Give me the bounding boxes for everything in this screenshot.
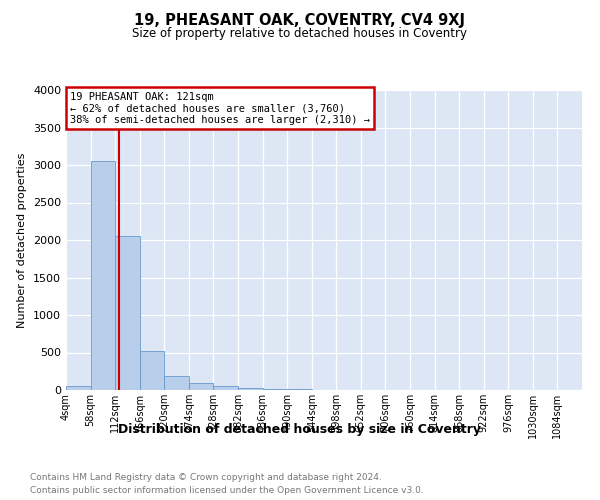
Text: Size of property relative to detached houses in Coventry: Size of property relative to detached ho… xyxy=(133,28,467,40)
Bar xyxy=(214,386,238,390)
Text: Contains HM Land Registry data © Crown copyright and database right 2024.: Contains HM Land Registry data © Crown c… xyxy=(30,472,382,482)
Bar xyxy=(66,386,91,390)
Bar xyxy=(91,161,115,390)
Bar xyxy=(263,388,287,390)
Text: 19 PHEASANT OAK: 121sqm
← 62% of detached houses are smaller (3,760)
38% of semi: 19 PHEASANT OAK: 121sqm ← 62% of detache… xyxy=(70,92,370,124)
Bar xyxy=(115,236,140,390)
Text: 19, PHEASANT OAK, COVENTRY, CV4 9XJ: 19, PHEASANT OAK, COVENTRY, CV4 9XJ xyxy=(134,12,466,28)
Bar xyxy=(164,376,189,390)
Text: Contains public sector information licensed under the Open Government Licence v3: Contains public sector information licen… xyxy=(30,486,424,495)
Text: Distribution of detached houses by size in Coventry: Distribution of detached houses by size … xyxy=(119,422,482,436)
Bar xyxy=(140,351,164,390)
Bar xyxy=(287,389,312,390)
Bar xyxy=(238,388,263,390)
Y-axis label: Number of detached properties: Number of detached properties xyxy=(17,152,28,328)
Bar xyxy=(189,383,214,390)
